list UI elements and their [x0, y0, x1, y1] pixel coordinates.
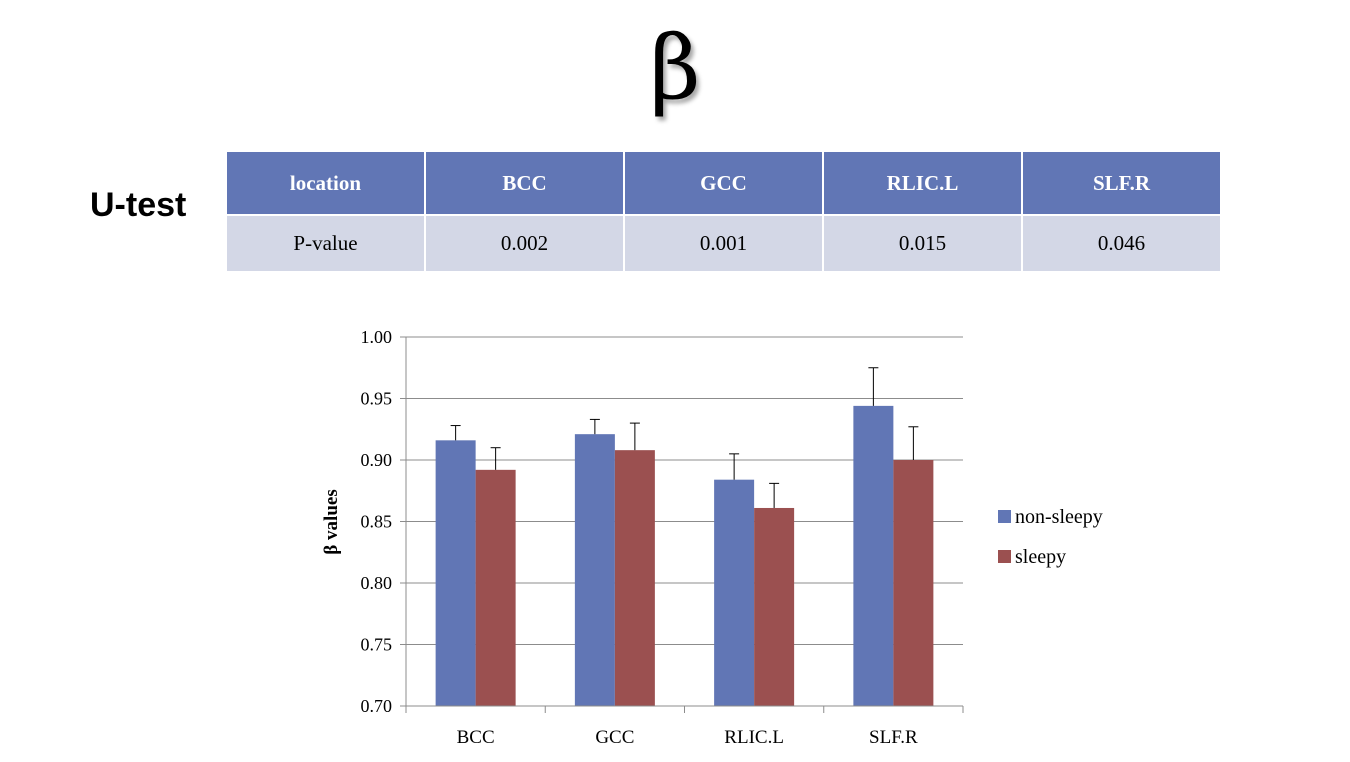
bar-sleepy-GCC	[614, 450, 655, 706]
y-tick-label: 0.85	[361, 512, 393, 532]
y-tick-label: 0.70	[361, 696, 393, 716]
y-tick-label: 0.90	[361, 450, 393, 470]
bar-non-sleepy-GCC	[574, 434, 615, 706]
header-cell-location: location	[225, 150, 426, 216]
bar-non-sleepy-SLF.R	[853, 405, 894, 706]
chart-bars	[435, 405, 934, 706]
header-cell-gcc: GCC	[623, 150, 824, 216]
header-cell-slf-r: SLF.R	[1021, 150, 1222, 216]
y-tick-label: 1.00	[361, 327, 393, 347]
bar-sleepy-RLIC.L	[754, 507, 795, 706]
p-value-slf-r: 0.046	[1021, 214, 1222, 273]
table-header-row: location BCC GCC RLIC.L SLF.R	[225, 150, 1222, 216]
bar-sleepy-SLF.R	[893, 460, 934, 706]
bar-non-sleepy-BCC	[435, 440, 476, 706]
y-tick-label: 0.95	[361, 389, 393, 409]
p-value-table: location BCC GCC RLIC.L SLF.R P-value 0.…	[225, 150, 1222, 273]
x-tick-label: GCC	[595, 727, 634, 748]
legend-label-non-sleepy: non-sleepy	[1015, 506, 1103, 528]
x-tick-label: BCC	[457, 727, 495, 748]
table-row-p-value: P-value 0.002 0.001 0.015 0.046	[225, 214, 1222, 273]
header-cell-rlic-l: RLIC.L	[822, 150, 1023, 216]
legend-swatch-sleepy	[998, 550, 1011, 563]
chart-error-bars	[450, 367, 919, 508]
u-test-label: U-test	[90, 186, 187, 224]
p-value-gcc: 0.001	[623, 214, 824, 273]
x-tick-label: SLF.R	[869, 727, 918, 748]
x-tick-label: RLIC.L	[724, 727, 784, 748]
x-axis-tick-labels: BCC GCC RLIC.L SLF.R	[457, 727, 918, 748]
p-value-rlic-l: 0.015	[822, 214, 1023, 273]
row-label-p-value: P-value	[225, 214, 426, 273]
y-tick-label: 0.80	[361, 573, 393, 593]
legend-swatch-non-sleepy	[998, 510, 1011, 523]
y-axis-tick-labels: 0.70 0.75 0.80 0.85 0.90 0.95 1.00	[361, 327, 393, 716]
p-value-bcc: 0.002	[424, 214, 625, 273]
header-cell-bcc: BCC	[424, 150, 625, 216]
bar-non-sleepy-RLIC.L	[714, 479, 755, 706]
bar-sleepy-BCC	[475, 469, 516, 706]
y-axis-title: β values	[321, 489, 342, 554]
chart-axes	[405, 337, 964, 713]
chart-legend: non-sleepy sleepy	[998, 506, 1103, 568]
y-tick-label: 0.75	[361, 635, 393, 655]
slide-title: β	[649, 16, 701, 119]
legend-label-sleepy: sleepy	[1015, 546, 1066, 568]
